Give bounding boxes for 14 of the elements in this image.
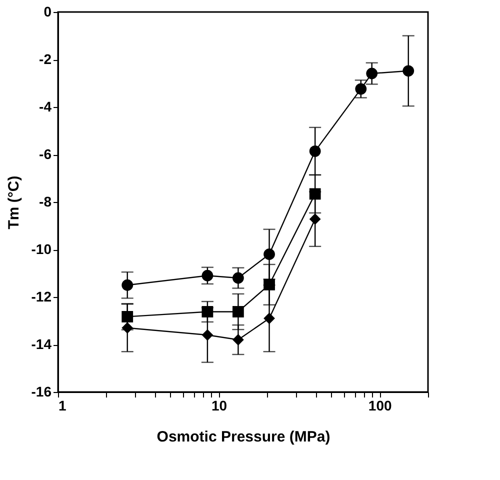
y-axis-title: Tm (°C)	[5, 176, 22, 230]
y-tick-label: -16	[31, 384, 52, 400]
y-tick-label: -8	[39, 194, 52, 210]
y-tick-label: -4	[39, 98, 52, 114]
x-tick-label: 10	[212, 398, 228, 414]
y-tick-label: -14	[31, 336, 52, 352]
y-tick-label: 0	[44, 4, 52, 20]
y-tick-label: -2	[39, 51, 52, 67]
y-tick-label: -6	[39, 146, 52, 162]
y-tick-label: -10	[31, 241, 52, 257]
x-axis-title: Osmotic Pressure (MPa)	[156, 428, 330, 446]
x-tick-label: 100	[368, 398, 392, 414]
y-tick-label: -12	[31, 288, 52, 304]
x-tick-label: 1	[58, 398, 66, 414]
